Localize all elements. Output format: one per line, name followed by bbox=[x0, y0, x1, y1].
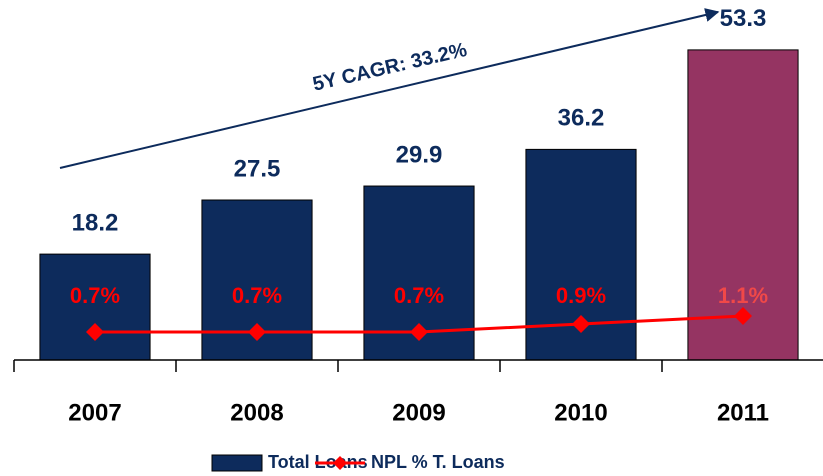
line-marker bbox=[572, 315, 590, 333]
x-tick-label: 2009 bbox=[392, 399, 445, 426]
line-marker bbox=[410, 323, 428, 341]
line-value-label: 0.7% bbox=[394, 283, 444, 308]
line-marker bbox=[86, 323, 104, 341]
line-value-label: 1.1% bbox=[718, 283, 768, 308]
bar-value-label: 36.2 bbox=[558, 105, 605, 132]
annotation: 5Y CAGR: 33.2% bbox=[311, 39, 470, 96]
bar-value-label: 18.2 bbox=[72, 209, 119, 236]
bar-value-label: 29.9 bbox=[396, 141, 443, 168]
line-value-label: 0.7% bbox=[232, 283, 282, 308]
bar-value-label: 53.3 bbox=[720, 5, 767, 32]
bar bbox=[39, 253, 151, 361]
cagr-arrow bbox=[59, 8, 720, 169]
legend-label: NPL % T. Loans bbox=[371, 452, 505, 472]
line-value-label: 0.7% bbox=[70, 283, 120, 308]
legend-swatch bbox=[211, 454, 263, 472]
line-marker bbox=[248, 323, 266, 341]
line-marker bbox=[734, 307, 752, 325]
line-value-label: 0.9% bbox=[556, 283, 606, 308]
x-tick-label: 2011 bbox=[717, 399, 769, 426]
x-tick-label: 2008 bbox=[230, 399, 283, 426]
bar-value-label: 27.5 bbox=[234, 155, 281, 182]
x-tick-label: 2007 bbox=[68, 399, 121, 426]
legend-marker bbox=[333, 456, 347, 470]
x-tick-label: 2010 bbox=[554, 399, 607, 426]
